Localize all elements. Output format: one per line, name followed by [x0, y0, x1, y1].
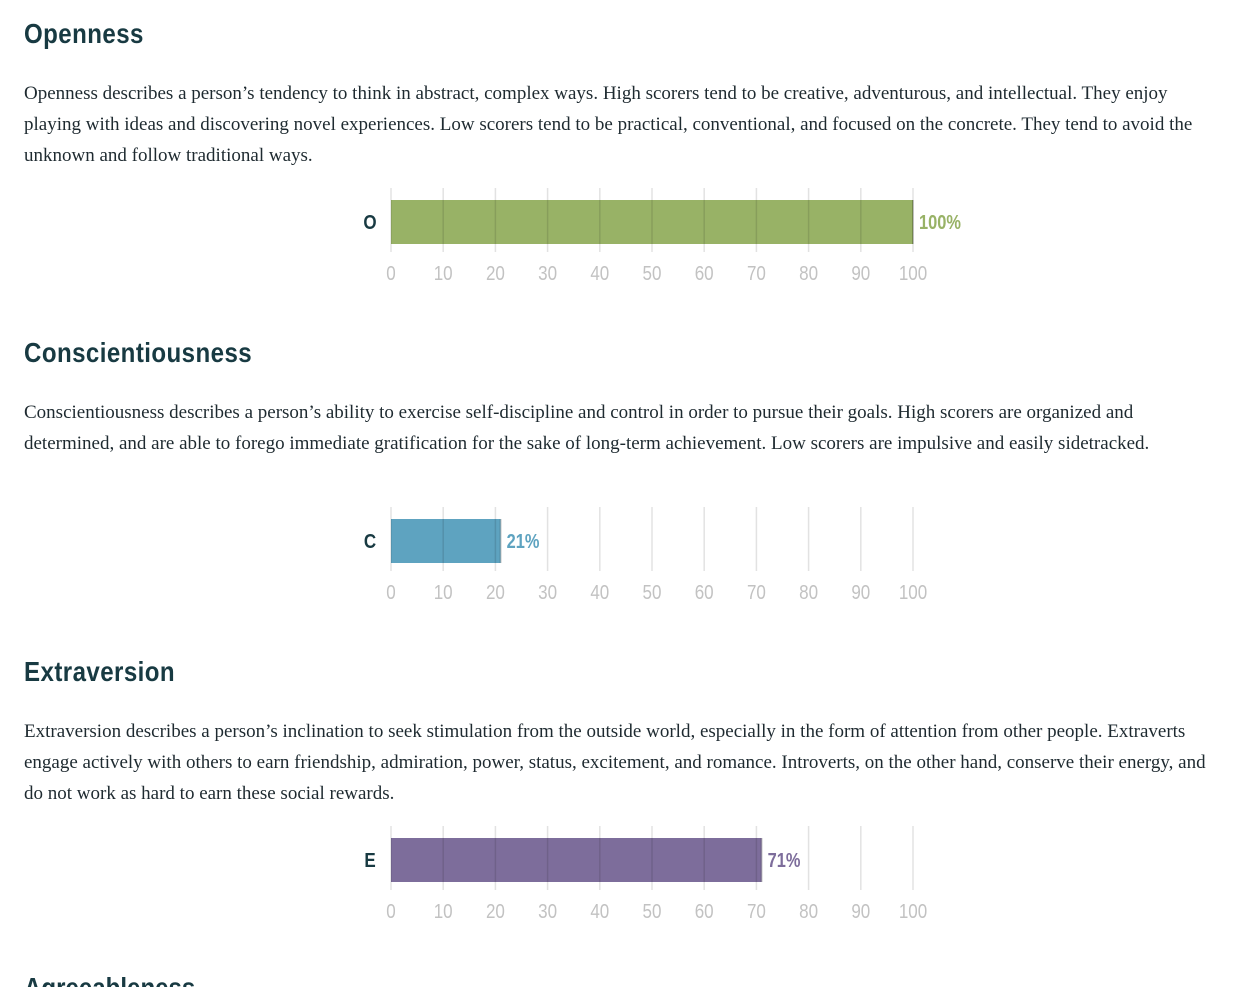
tick-label-0: 0 [386, 262, 395, 285]
value-label: 71% [768, 848, 801, 871]
category-label: E [364, 849, 375, 872]
tick-label-100: 100 [899, 900, 927, 923]
tick-label-70: 70 [747, 581, 766, 604]
section-conscientiousness: Conscientiousness Conscientiousness desc… [24, 337, 1219, 454]
tick-label-30: 30 [538, 262, 557, 285]
value-label: 100% [919, 210, 961, 233]
section-title-conscientiousness: Conscientiousness [24, 337, 253, 368]
tick-label-60: 60 [695, 581, 714, 604]
tick-label-100: 100 [899, 262, 927, 285]
tick-label-50: 50 [643, 262, 662, 285]
bar-c [391, 519, 501, 563]
tick-label-40: 40 [590, 262, 609, 285]
section-extraversion: Extraversion Extraversion describes a pe… [24, 656, 1219, 804]
tick-label-0: 0 [386, 581, 395, 604]
tick-label-10: 10 [434, 262, 453, 285]
tick-label-50: 50 [643, 900, 662, 923]
tick-label-20: 20 [486, 581, 505, 604]
tick-label-30: 30 [538, 581, 557, 604]
chart-extraversion: E 71% 0 10 20 30 40 50 60 70 80 90 100 [364, 826, 927, 923]
tick-label-70: 70 [747, 262, 766, 285]
chart-conscientiousness: C 21% 0 10 20 30 40 50 60 70 80 90 100 [364, 507, 927, 604]
value-label: 21% [507, 529, 540, 552]
section-title-openness: Openness [24, 18, 144, 49]
tick-label-0: 0 [386, 900, 395, 923]
tick-label-70: 70 [747, 900, 766, 923]
tick-label-90: 90 [851, 262, 870, 285]
tick-label-20: 20 [486, 900, 505, 923]
tick-label-80: 80 [799, 581, 818, 604]
tick-label-100: 100 [899, 581, 927, 604]
section-openness: Openness Openness describes a person’s t… [24, 18, 1219, 166]
tick-label-10: 10 [434, 581, 453, 604]
tick-label-80: 80 [799, 900, 818, 923]
section-title-agreeableness: Agreeableness [24, 972, 195, 987]
tick-label-40: 40 [590, 581, 609, 604]
tick-label-80: 80 [799, 262, 818, 285]
tick-label-90: 90 [851, 581, 870, 604]
tick-label-90: 90 [851, 900, 870, 923]
tick-label-50: 50 [643, 581, 662, 604]
section-description-extraversion: Extraversion describes a person’s inclin… [24, 721, 1206, 804]
tick-label-60: 60 [695, 900, 714, 923]
chart-openness: O 100% 0 10 20 30 40 50 60 70 80 90 100 [363, 188, 961, 285]
bar-e [391, 838, 762, 882]
section-description-conscientiousness: Conscientiousness describes a person’s a… [24, 402, 1150, 454]
category-label: C [364, 530, 376, 553]
tick-label-60: 60 [695, 262, 714, 285]
tick-label-10: 10 [434, 900, 453, 923]
category-label: O [363, 211, 376, 234]
tick-label-20: 20 [486, 262, 505, 285]
section-title-extraversion: Extraversion [24, 656, 176, 687]
section-description-openness: Openness describes a person’s tendency t… [24, 83, 1193, 166]
tick-label-30: 30 [538, 900, 557, 923]
tick-label-40: 40 [590, 900, 609, 923]
